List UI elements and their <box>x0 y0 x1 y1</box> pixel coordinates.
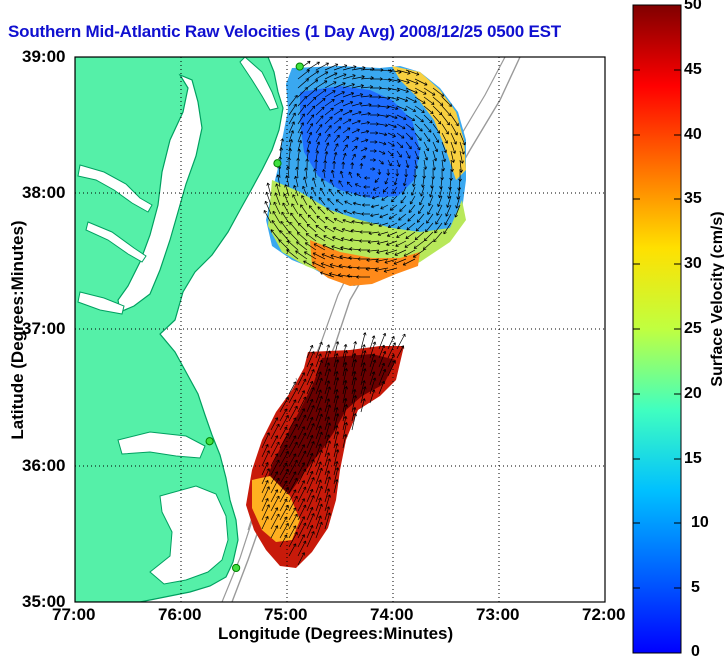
albemarle-sound <box>117 431 206 459</box>
x-axis-label: Longitude (Degrees:Minutes) <box>218 624 454 643</box>
x-tick-label: 73:00 <box>476 605 520 624</box>
hf-radar-stations <box>205 62 304 573</box>
velocity-field-north-strong <box>310 240 420 286</box>
radar-station-marker <box>273 159 282 168</box>
x-tick-label: 77:00 <box>52 605 96 624</box>
plot-frame <box>74 56 606 603</box>
y-tick-label: 39:00 <box>22 47 66 66</box>
colorbar-tick-label: 40 <box>684 126 702 143</box>
velocity-arrows <box>261 60 466 566</box>
james-river <box>77 291 125 315</box>
radar-station-marker <box>232 563 241 573</box>
colorbar <box>632 4 682 654</box>
radar-station-marker <box>295 62 304 71</box>
colorbar-tick-label: 45 <box>684 61 702 78</box>
colorbar-ticks <box>633 4 681 589</box>
velocity-field-north-inner <box>300 86 420 198</box>
colorbar-tick-label: 5 <box>691 579 700 596</box>
colorbar-tick-label: 25 <box>684 320 702 337</box>
pamlico-sound <box>149 485 229 585</box>
y-tick-label: 38:00 <box>22 183 66 202</box>
y-axis-label: Latitude (Degrees:Minutes) <box>8 220 27 440</box>
colorbar-tick-label: 30 <box>684 255 702 272</box>
colorbar-tick-label: 0 <box>691 643 700 660</box>
delaware-bay <box>239 57 279 111</box>
velocity-field-south-core <box>262 354 396 520</box>
velocity-field-north-edge <box>392 66 466 180</box>
x-tick-label: 74:00 <box>370 605 414 624</box>
x-tick-label: 75:00 <box>264 605 308 624</box>
velocity-arrow-paths <box>261 60 466 566</box>
colorbar-tick-label: 35 <box>684 190 702 207</box>
potomac-river <box>77 164 153 213</box>
rappahannock-river <box>85 221 147 263</box>
colorbar-tick-label: 50 <box>684 0 702 13</box>
y-tick-label: 35:00 <box>22 592 66 611</box>
colorbar-tick-label: 10 <box>691 514 709 531</box>
x-tick-label: 76:00 <box>158 605 202 624</box>
x-tick-label: 72:00 <box>582 605 626 624</box>
colorbar-tick-label: 20 <box>684 385 702 402</box>
colorbar-label: Surface Velocity (cm/s) <box>709 211 724 387</box>
map-title: Southern Mid-Atlantic Raw Velocities (1 … <box>8 22 561 41</box>
radar-station-marker <box>205 437 214 446</box>
grid-lines <box>75 57 605 602</box>
y-tick-label: 37:00 <box>22 319 66 338</box>
colorbar-tick-label: 15 <box>684 450 702 467</box>
y-tick-label: 36:00 <box>22 456 66 475</box>
